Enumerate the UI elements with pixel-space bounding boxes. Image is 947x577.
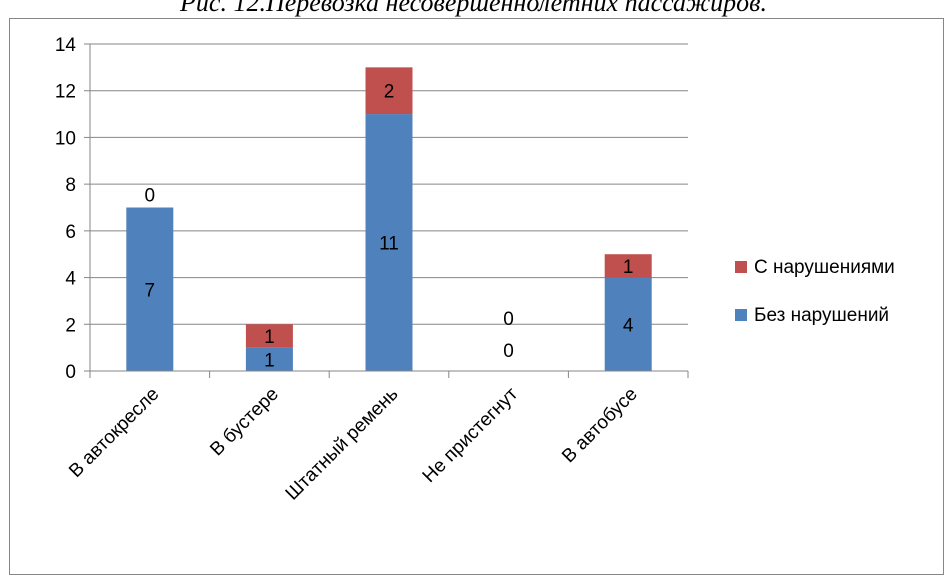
x-category-label: В автокресле [65,384,163,482]
data-label-bez-narusheniy: 11 [379,234,399,255]
x-category-label: Не пристегнут [419,383,523,487]
data-label-s-narusheniyami: 1 [623,257,634,278]
data-label-bez-narusheniy: 0 [503,341,514,362]
y-tick-label: 10 [55,128,76,149]
y-tick-label: 14 [55,35,77,56]
bar-segment-s-narusheniyami [245,324,293,348]
data-label-s-narusheniyami: 0 [145,186,156,207]
y-tick-label: 8 [65,175,76,196]
data-label-s-narusheniyami: 1 [264,327,275,348]
data-label-bez-narusheniy: 7 [145,280,156,301]
x-category-label: В автобусе [558,384,641,467]
bar-segment-s-narusheniyami [365,67,413,115]
legend-label: С нарушениями [754,257,895,278]
bar-segment-bez-narusheniy [126,207,174,371]
legend-label: Без нарушений [754,305,889,326]
x-category-label: Штатный ремень [282,384,403,505]
data-label-bez-narusheniy: 4 [623,315,634,336]
y-tick-label: 4 [65,269,76,290]
data-label-bez-narusheniy: 1 [264,350,275,371]
legend-swatch [735,261,747,273]
bars-layer [126,67,652,372]
figure-caption: Рис. 12.Перевозка несовершеннолетних пас… [180,0,767,17]
chart-frame [9,18,944,575]
y-tick-label: 12 [55,82,76,103]
legend: С нарушениями Без нарушений [735,257,895,326]
data-label-s-narusheniyami: 0 [503,309,514,330]
y-tick-label: 6 [65,222,76,243]
legend-swatch [735,309,747,321]
data-label-s-narusheniyami: 2 [384,82,395,103]
y-tick-label: 2 [65,315,76,336]
bar-segment-s-narusheniyami [604,254,652,278]
bar-segment-bez-narusheniy [604,277,652,371]
y-tick-label: 0 [65,362,76,383]
bar-segment-bez-narusheniy [245,347,293,371]
x-category-label: В бустере [206,384,283,461]
axis-layer [84,43,689,378]
bar-segment-bez-narusheniy [365,114,413,372]
